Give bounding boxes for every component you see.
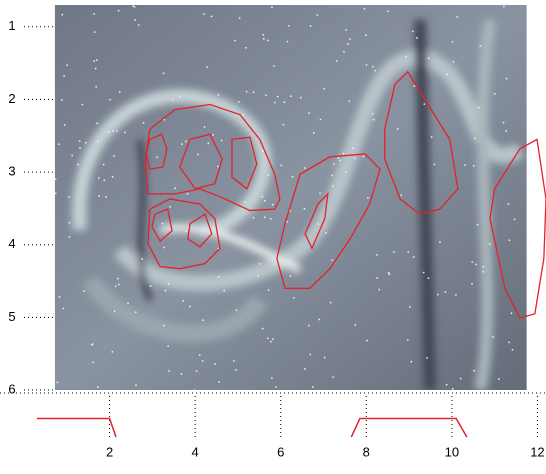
field-image	[54, 5, 527, 390]
x-tick-label: 12	[530, 444, 544, 459]
contour	[276, 153, 381, 289]
contour	[147, 198, 221, 270]
contour	[304, 192, 329, 250]
contour	[145, 133, 168, 170]
profile-line	[36, 417, 117, 438]
x-tick-label: 2	[106, 444, 113, 459]
profile-line	[350, 417, 468, 438]
y-tick-label: 3	[8, 164, 15, 179]
x-tick-label: 4	[192, 444, 199, 459]
contour	[144, 103, 281, 212]
contour	[179, 133, 223, 190]
x-tick-label: 8	[363, 444, 370, 459]
image-background	[54, 5, 527, 390]
contour	[489, 138, 546, 319]
y-tick-label: 1	[8, 18, 15, 33]
contour	[151, 208, 173, 243]
y-tick-label: 5	[8, 309, 15, 324]
y-tick-label: 4	[8, 236, 15, 251]
swirls	[72, 19, 525, 390]
x-tick-label: 6	[277, 444, 284, 459]
contour	[231, 136, 258, 190]
y-tick-label: 2	[8, 91, 15, 106]
contour	[187, 213, 213, 248]
speckles	[54, 5, 516, 390]
y-tick-label: 6	[8, 381, 15, 396]
contour	[384, 70, 459, 215]
x-tick-label: 10	[445, 444, 459, 459]
